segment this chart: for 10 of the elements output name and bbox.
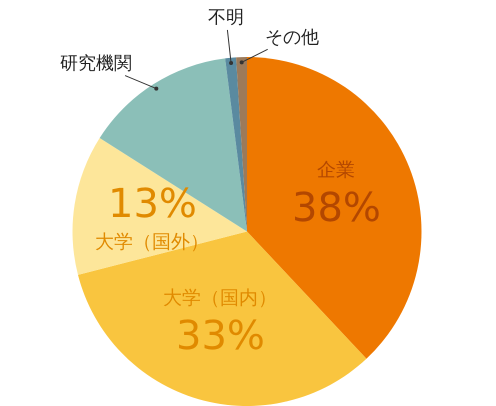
slice-label: 企業 xyxy=(317,159,355,181)
slice-label: 大学（国内） xyxy=(163,287,277,309)
data-label: 13% xyxy=(108,181,197,227)
slice-label: 不明 xyxy=(208,7,244,28)
slice-label: その他 xyxy=(265,27,319,48)
data-label: 38% xyxy=(292,185,381,231)
slice-label: 研究機関 xyxy=(60,53,132,74)
pie-slice xyxy=(225,57,247,232)
data-label: 33% xyxy=(176,313,265,359)
pie-slice xyxy=(78,232,366,406)
